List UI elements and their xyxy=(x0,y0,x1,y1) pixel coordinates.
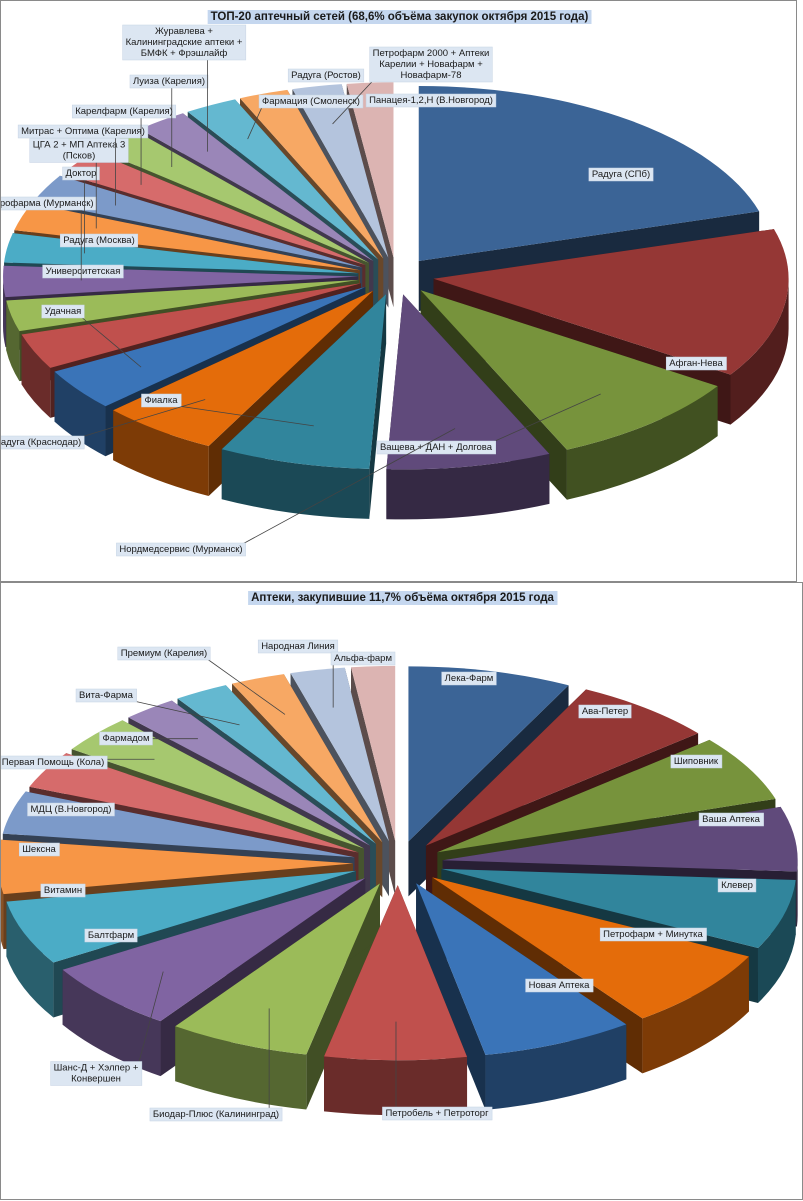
svg-text:Карелфарм (Карелия): Карелфарм (Карелия) xyxy=(75,106,173,117)
svg-text:Доктор: Доктор xyxy=(66,168,97,179)
svg-text:Радуга (Краснодар): Радуга (Краснодар) xyxy=(1,437,81,448)
svg-text:Фиалка: Фиалка xyxy=(144,395,178,406)
slice-label: Университетская xyxy=(42,264,124,279)
svg-text:Петрофарм + Минутка: Петрофарм + Минутка xyxy=(603,929,703,940)
svg-text:Университетская: Университетская xyxy=(46,266,121,277)
slice-label: Радуга (СПб) xyxy=(588,167,654,182)
svg-text:Новая Аптека: Новая Аптека xyxy=(529,980,591,991)
svg-text:Клевер: Клевер xyxy=(721,880,753,891)
chart-panel-top: ТОП-20 аптечный сетей (68,6% объёма заку… xyxy=(0,0,797,582)
slice-label: ЦГА 2 + МП Аптека 3 (Псков) xyxy=(29,138,129,229)
svg-text:Журавлева +Калининградские апт: Журавлева + Калининградские аптеки + БМФК … xyxy=(126,26,243,59)
slice-label: Биодар-Плюс (Калининград) xyxy=(149,1008,283,1122)
svg-text:Витамин: Витамин xyxy=(44,885,82,896)
pie-slice xyxy=(175,883,380,1110)
slice-label: Радуга (Ростов) xyxy=(287,68,365,83)
svg-text:Биодар-Плюс (Калининград): Биодар-Плюс (Калининград) xyxy=(153,1109,279,1120)
slice-label: Петрофарм + Минутка xyxy=(599,927,707,942)
pie-slice xyxy=(324,885,468,1116)
svg-text:ЦГА 2 + МП Аптека 3(Псков): ЦГА 2 + МП Аптека 3 (Псков) xyxy=(33,140,126,162)
slice-labels: Лека-Фарм Ава-Петер Шиповник Ваша Аптека Кле… xyxy=(1,639,764,1122)
svg-text:Народная Линия: Народная Линия xyxy=(261,641,335,652)
slice-label: Фиалка xyxy=(141,393,314,427)
slice-label: Балтфарм xyxy=(84,928,138,943)
slice-label: Клевер xyxy=(717,878,757,893)
slice-label: Журавлева + Калининградские аптеки + БМФК … xyxy=(122,24,247,152)
pie-slice xyxy=(416,883,627,1110)
svg-text:ТОП-20 аптечный сетей (68,6% о: ТОП-20 аптечный сетей (68,6% объёма заку… xyxy=(211,11,589,23)
slice-label: Новая Аптека xyxy=(525,978,594,993)
pie-slices xyxy=(1,665,798,1116)
pharmacies-pie-chart: Аптеки, закупившие 11,7% объёма октября … xyxy=(1,591,798,1122)
svg-text:Радуга (Ростов): Радуга (Ростов) xyxy=(291,70,361,81)
svg-text:Лека-Фарм: Лека-Фарм xyxy=(445,673,494,684)
svg-text:Радуга (Москва): Радуга (Москва) xyxy=(63,235,135,246)
svg-text:Нордмедсервис (Мурманск): Нордмедсервис (Мурманск) xyxy=(119,544,242,555)
slice-label: Ваша Аптека xyxy=(698,812,764,827)
top20-pie-chart: ТОП-20 аптечный сетей (68,6% объёма заку… xyxy=(1,10,789,557)
slice-label: Витамин xyxy=(40,883,86,898)
pie-slice xyxy=(420,290,718,500)
pie-slice xyxy=(221,294,387,519)
svg-text:Фармадом: Фармадом xyxy=(103,733,150,744)
svg-text:Премиум (Карелия): Премиум (Карелия) xyxy=(121,648,207,659)
svg-text:Еврофарма (Мурманск): Еврофарма (Мурманск) xyxy=(1,198,94,209)
svg-text:Альфа-фарм: Альфа-фарм xyxy=(334,653,392,664)
svg-text:Ваша Аптека: Ваша Аптека xyxy=(702,814,761,825)
slice-label: МДЦ (В.Новгород) xyxy=(27,802,115,817)
chart-panel-bottom: Аптеки, закупившие 11,7% объёма октября … xyxy=(0,582,803,1200)
slice-label: Ващева + ДАН + Долгова xyxy=(376,393,601,455)
svg-text:МДЦ (В.Новгород): МДЦ (В.Новгород) xyxy=(31,804,112,815)
svg-text:Ващева + ДАН + Долгова: Ващева + ДАН + Долгова xyxy=(380,442,493,453)
slice-label: Петрофарм 2000 + Аптеки Карелии + Новафар… xyxy=(332,46,493,125)
svg-text:Аптеки, закупившие 11,7% объём: Аптеки, закупившие 11,7% объёма октября … xyxy=(251,592,554,604)
slice-label: Радуга (Краснодар) xyxy=(1,399,206,450)
slice-label: Ава-Петер xyxy=(578,704,632,719)
slice-label: Карелфарм (Карелия) xyxy=(71,104,177,185)
slice-label: Шексна xyxy=(18,842,60,857)
slice-label: Премиум (Карелия) xyxy=(117,646,286,715)
slice-label: Доктор xyxy=(62,166,100,254)
svg-text:Вита-Фарма: Вита-Фарма xyxy=(79,690,134,701)
svg-text:Фармация (Смоленск): Фармация (Смоленск) xyxy=(262,96,360,107)
svg-text:Петробель + Петроторг: Петробель + Петроторг xyxy=(385,1108,489,1119)
svg-text:Шиповник: Шиповник xyxy=(674,756,719,767)
svg-text:Луиза (Карелия): Луиза (Карелия) xyxy=(133,76,205,87)
slice-label: Панацея-1,2,Н (В.Новгород) xyxy=(365,93,497,108)
slice-label: Удачная xyxy=(41,304,142,368)
svg-text:Афган-Нева: Афган-Нева xyxy=(669,358,723,369)
svg-text:Панацея-1,2,Н (В.Новгород): Панацея-1,2,Н (В.Новгород) xyxy=(369,95,493,106)
slice-labels: Радуга (СПб) Афган-Нева Ващева + ДАН + Дол… xyxy=(1,24,727,557)
svg-text:Ава-Петер: Ава-Петер xyxy=(582,706,628,717)
chart-title: Аптеки, закупившие 11,7% объёма октября … xyxy=(248,591,558,605)
slice-label: Шанс-Д + Хэлпер + Конвершен xyxy=(50,971,164,1086)
slice-label: Фармадом xyxy=(99,731,198,746)
chart-title: ТОП-20 аптечный сетей (68,6% объёма заку… xyxy=(207,10,592,24)
slice-label: Петробель + Петроторг xyxy=(382,1021,493,1121)
slice-label: Афган-Нева xyxy=(665,356,727,371)
svg-text:Шексна: Шексна xyxy=(22,844,56,855)
slice-label: Митрас + Оптима (Карелия) xyxy=(17,124,149,206)
pie-slice xyxy=(386,294,550,520)
slice-label: Альфа-фарм xyxy=(330,651,396,666)
svg-text:Радуга (СПб): Радуга (СПб) xyxy=(592,169,650,180)
slice-label: Шиповник xyxy=(670,754,723,769)
slice-label: Фармация (Смоленск) xyxy=(247,94,364,140)
slice-label: Нордмедсервис (Мурманск) xyxy=(116,428,456,557)
svg-text:Балтфарм: Балтфарм xyxy=(88,930,134,941)
slice-label: Радуга (Москва) xyxy=(59,233,139,248)
slice-label: Первая Помощь (Кола) xyxy=(1,755,155,770)
slice-label: Луиза (Карелия) xyxy=(129,74,209,168)
svg-text:Митрас + Оптима (Карелия): Митрас + Оптима (Карелия) xyxy=(21,126,145,137)
svg-text:Первая Помощь (Кола): Первая Помощь (Кола) xyxy=(2,757,105,768)
svg-text:Шанс-Д + Хэлпер +Конвершен: Шанс-Д + Хэлпер + Конвершен xyxy=(54,1063,139,1085)
slice-label: Лека-Фарм xyxy=(441,671,497,686)
svg-text:Удачная: Удачная xyxy=(45,306,82,317)
slice-label: Вита-Фарма xyxy=(75,688,240,726)
pie-slices xyxy=(3,82,789,520)
